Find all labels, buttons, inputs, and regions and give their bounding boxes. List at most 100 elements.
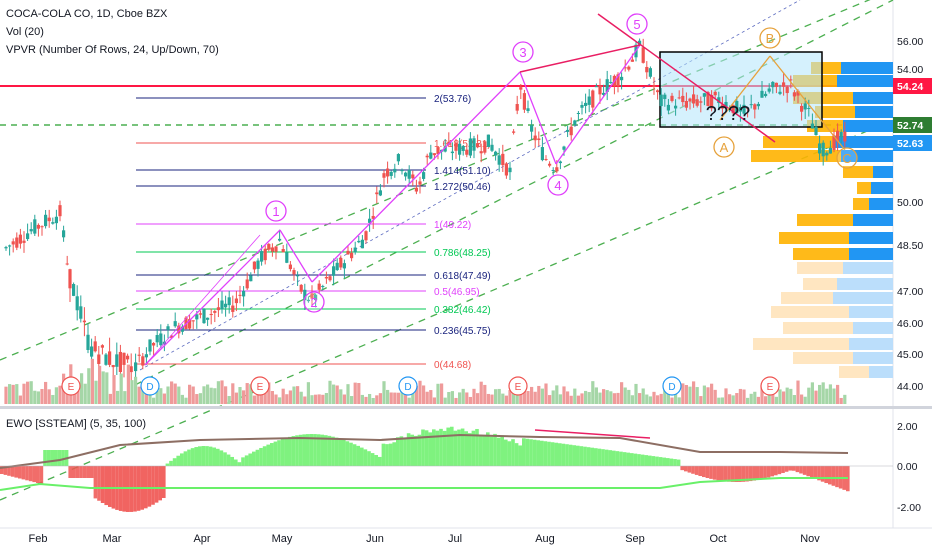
wave-line <box>555 44 641 165</box>
candle-body <box>382 173 386 178</box>
volume-bar <box>47 389 51 404</box>
candle-body <box>389 171 393 176</box>
ewo-bar <box>558 443 562 466</box>
ewo-bar <box>511 439 515 466</box>
candle-body <box>555 167 559 172</box>
price-badge-label: 54.24 <box>897 81 923 93</box>
wave-label: 3 <box>519 45 526 60</box>
volume-bar <box>688 386 692 404</box>
candle-body <box>216 307 220 311</box>
pane-divider[interactable] <box>0 406 932 409</box>
ewo-bar <box>216 448 220 466</box>
volume-bar <box>738 388 742 404</box>
volume-profile-down-bar <box>771 306 849 318</box>
ewo-bar <box>39 466 44 484</box>
wave-label-circle <box>759 27 781 49</box>
candle-body <box>97 354 101 364</box>
volume-profile-down-bar <box>783 322 853 334</box>
volume-bar <box>544 383 548 404</box>
volume-profile-down-bar <box>857 182 871 194</box>
candle-body <box>422 172 426 179</box>
volume-legend[interactable]: Vol (20) <box>6 26 44 38</box>
ewo-bar <box>712 466 717 480</box>
volume-bar <box>134 376 138 404</box>
volume-bar <box>216 381 220 404</box>
volume-bar <box>454 397 458 404</box>
ewo-bar <box>277 440 281 466</box>
consolidation-box <box>659 51 823 128</box>
ewo-bar <box>432 429 436 466</box>
candle-body <box>450 151 454 154</box>
ewo-bar <box>93 466 98 499</box>
volume-bar <box>422 385 426 404</box>
candle-body <box>314 294 318 301</box>
volume-bar <box>735 393 739 404</box>
candle-body <box>483 141 487 153</box>
volume-profile-up-bar <box>869 366 893 378</box>
fib-label: 0.382(46.42) <box>434 305 491 316</box>
volume-bar <box>112 375 116 404</box>
volume-bar <box>288 390 292 404</box>
channel-upper-line <box>0 0 871 361</box>
ewo-bar <box>50 450 54 466</box>
symbol-legend[interactable]: COCA-COLA CO, 1D, Cboe BZX <box>6 8 168 20</box>
candle-body <box>677 97 681 99</box>
ewo-bar <box>576 445 580 466</box>
volume-bar <box>479 381 483 404</box>
vpvr-legend[interactable]: VPVR (Number Of Rows, 24, Up/Down, 70) <box>6 44 219 56</box>
ewo-bar <box>3 466 8 475</box>
candle-body <box>263 248 267 261</box>
candle-body <box>115 354 119 367</box>
volume-bar <box>609 391 613 404</box>
volume-profile-down-bar <box>753 338 849 350</box>
candle-body <box>558 161 562 164</box>
volume-profile-up-bar <box>841 150 893 162</box>
wave-label-circle <box>713 136 735 158</box>
candle-body <box>562 146 566 150</box>
candle-body <box>656 90 660 93</box>
candle-body <box>580 104 584 108</box>
volume-bar <box>364 396 368 404</box>
event-label: D <box>146 382 153 393</box>
volume-bar <box>202 386 206 404</box>
volume-bar <box>278 397 282 404</box>
ewo-long-line <box>0 477 848 491</box>
volume-bar <box>65 389 69 404</box>
ewo-legend[interactable]: EWO [SSTEAM] (5, 35, 100) <box>6 418 146 430</box>
volume-bar <box>648 396 652 404</box>
ewo-bar <box>234 459 238 466</box>
volume-bar <box>353 382 357 404</box>
ewo-bar <box>7 466 11 476</box>
volume-bar <box>782 391 786 404</box>
candle-body <box>317 283 321 290</box>
volume-bar <box>90 358 94 404</box>
volume-bar <box>472 388 476 404</box>
price-axis-tick: 56.00 <box>897 36 923 48</box>
volume-bar <box>756 396 760 404</box>
ewo-bar <box>46 450 51 466</box>
ewo-bar <box>270 443 274 466</box>
volume-bar <box>321 394 325 404</box>
wave-line <box>144 234 261 366</box>
candle-body <box>202 309 206 324</box>
volume-bar <box>375 395 379 404</box>
ewo-bar <box>554 442 558 466</box>
volume-bar <box>663 381 667 404</box>
ewo-bar <box>36 466 40 483</box>
candle-body <box>731 104 735 114</box>
volume-bar <box>800 394 804 404</box>
volume-bar <box>677 397 681 404</box>
volume-bar <box>645 394 649 404</box>
candle-body <box>180 326 184 332</box>
ewo-bar <box>453 430 458 466</box>
ewo-bar <box>273 441 278 466</box>
candle-body <box>533 135 537 141</box>
ewo-bar <box>172 458 177 466</box>
volume-bar <box>566 391 570 404</box>
ewo-bar <box>799 466 803 474</box>
ewo-bar <box>756 466 760 480</box>
volume-profile-down-bar <box>781 292 833 304</box>
volume-profile-up-bar <box>853 214 893 226</box>
candle-body <box>278 238 282 241</box>
